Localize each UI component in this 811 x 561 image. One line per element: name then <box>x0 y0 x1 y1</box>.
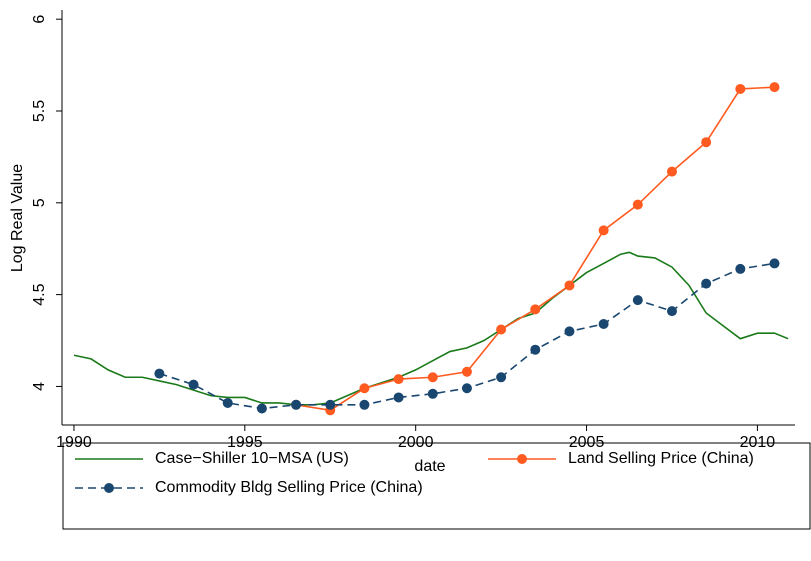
legend-label: Land Selling Price (China) <box>568 450 754 467</box>
series-marker <box>256 403 267 414</box>
y-tick-label: 4.5 <box>31 283 48 305</box>
x-tick-label: 2010 <box>740 434 776 451</box>
series-marker <box>735 263 746 274</box>
series-marker <box>291 399 302 410</box>
x-tick-label: 1990 <box>56 434 92 451</box>
y-tick-label: 6 <box>31 15 48 24</box>
legend-marker <box>517 454 527 464</box>
series-marker <box>427 388 438 399</box>
series-line <box>73 251 789 406</box>
series-marker <box>325 399 336 410</box>
series-marker <box>666 166 677 177</box>
series-marker <box>735 83 746 94</box>
series-marker <box>598 319 609 330</box>
series-marker <box>598 225 609 236</box>
series-marker <box>701 137 712 148</box>
series-marker <box>393 392 404 403</box>
x-tick-label: 2005 <box>569 434 605 451</box>
y-axis-title: Log Real Value <box>9 164 26 272</box>
series-line <box>295 86 775 412</box>
legend-label: Case−Shiller 10−MSA (US) <box>155 450 349 467</box>
legend-box <box>62 442 811 530</box>
series-marker <box>769 82 780 93</box>
x-tick-label: 2000 <box>398 434 434 451</box>
legend-label: Commodity Bldg Selling Price (China) <box>155 479 423 496</box>
series-marker <box>461 366 472 377</box>
series-marker <box>359 399 370 410</box>
series-marker <box>564 280 575 291</box>
series-marker <box>154 368 165 379</box>
series-marker <box>496 324 507 335</box>
series-marker <box>530 304 541 315</box>
series-marker <box>632 199 643 210</box>
series-marker <box>666 306 677 317</box>
legend-marker <box>104 483 114 493</box>
series-marker <box>530 344 541 355</box>
series-marker <box>393 374 404 385</box>
series-marker <box>359 383 370 394</box>
y-tick-label: 5 <box>31 198 48 207</box>
series-marker <box>461 383 472 394</box>
series-marker <box>496 372 507 383</box>
series-marker <box>188 379 199 390</box>
y-tick-label: 4 <box>31 382 48 391</box>
series-marker <box>564 326 575 337</box>
series-marker <box>222 397 233 408</box>
series-marker <box>427 372 438 383</box>
series-marker <box>632 295 643 306</box>
series-marker <box>769 258 780 269</box>
series-marker <box>701 278 712 289</box>
x-axis-title: date <box>414 458 445 475</box>
y-tick-label: 5.5 <box>31 100 48 122</box>
x-tick-label: 1995 <box>227 434 263 451</box>
